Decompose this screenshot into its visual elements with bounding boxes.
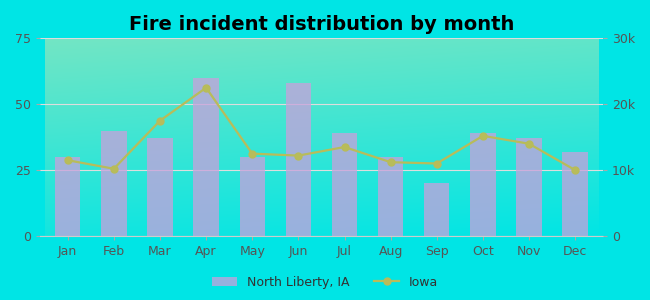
Legend: North Liberty, IA, Iowa: North Liberty, IA, Iowa <box>207 271 443 294</box>
Bar <box>148 139 173 236</box>
Bar <box>286 83 311 236</box>
Bar <box>516 139 541 236</box>
Bar <box>194 78 219 236</box>
Bar <box>55 157 81 236</box>
Title: Fire incident distribution by month: Fire incident distribution by month <box>129 15 514 34</box>
Bar <box>332 133 358 236</box>
Bar <box>101 130 127 236</box>
Bar <box>562 152 588 236</box>
Bar <box>378 157 403 236</box>
Bar <box>240 157 265 236</box>
Bar <box>424 183 449 236</box>
Bar <box>470 133 495 236</box>
